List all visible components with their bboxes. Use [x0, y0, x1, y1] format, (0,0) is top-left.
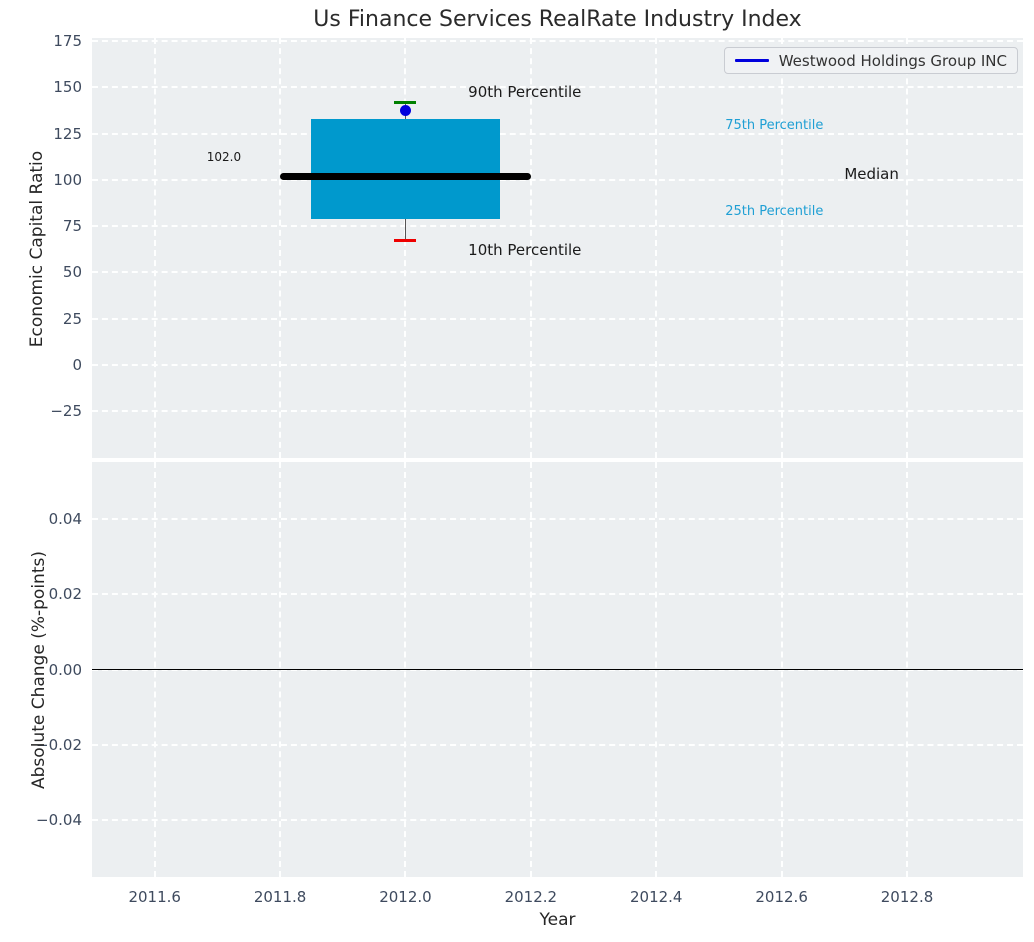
gridline-horizontal [92, 178, 1023, 181]
gridline-horizontal [92, 518, 1023, 521]
y-tick-label: 0.02 [48, 585, 82, 604]
annotation-median-value: 102.0 [206, 149, 242, 164]
y-tick-label: 100 [53, 170, 82, 189]
gridline-horizontal [92, 410, 1023, 413]
y-tick-label: −0.04 [36, 810, 82, 829]
gridline-horizontal [92, 743, 1023, 746]
legend: Westwood Holdings Group INC [723, 47, 1018, 74]
x-tick-label: 2012.8 [880, 888, 934, 906]
y-tick-label: 0.00 [48, 660, 82, 679]
x-tick-label: 2012.0 [379, 888, 432, 906]
gridline-vertical [906, 38, 909, 458]
gridline-horizontal [92, 818, 1023, 821]
legend-label: Westwood Holdings Group INC [778, 51, 1007, 70]
y-tick-label: 75 [62, 217, 82, 236]
y-tick-label: 25 [62, 309, 82, 328]
y-tick-label: −0.02 [36, 735, 82, 754]
gridline-horizontal [92, 593, 1023, 596]
company-data-point [399, 104, 411, 116]
percentile-box [311, 118, 500, 219]
annotation-75th-percentile: 75th Percentile [725, 117, 824, 133]
p90-cap [394, 100, 417, 104]
y-axis-label-top: Economic Capital Ratio [27, 150, 47, 348]
y-tick-label: −25 [50, 402, 82, 421]
axes-bottom: 0.04 0.02 0.00 −0.02 −0.04 2011.6 2011.8 2012.0… [36, 462, 1023, 906]
x-tick-label: 2011.8 [253, 888, 307, 906]
median-line [280, 172, 531, 180]
legend-line-sample [734, 59, 769, 62]
x-tick-label: 2011.6 [128, 888, 181, 906]
p10-cap [394, 239, 417, 243]
gridline-vertical [153, 38, 156, 458]
gridline-horizontal [92, 317, 1023, 320]
y-tick-label: 0 [72, 355, 82, 374]
annotation-10th-percentile: 10th Percentile [468, 240, 582, 259]
gridline-horizontal [92, 271, 1023, 274]
gridline-horizontal [92, 132, 1023, 135]
axes-top: Westwood Holdings Group INC 175 150 125 100… [50, 32, 1023, 458]
axes-bottom-plot-area [92, 462, 1023, 877]
gridline-vertical [404, 38, 407, 458]
annotation-90th-percentile: 90th Percentile [468, 82, 582, 101]
gridline-horizontal [92, 225, 1023, 228]
gridline-vertical [279, 38, 282, 458]
axes-top-plot-area [92, 38, 1023, 458]
y-axis-label-bottom: Absolute Change (%-points) [29, 551, 49, 789]
gridline-vertical [529, 38, 532, 458]
chart-title: Us Finance Services RealRate Industry In… [313, 7, 802, 32]
y-tick-label: 150 [53, 78, 82, 97]
x-tick-label: 2012.6 [755, 888, 808, 906]
x-axis-label: Year [539, 910, 576, 930]
annotation-25th-percentile: 25th Percentile [725, 204, 824, 219]
x-tick-label: 2012.2 [504, 888, 558, 906]
gridline-horizontal [92, 86, 1023, 89]
gridline-horizontal [92, 40, 1023, 43]
y-tick-label: 175 [53, 32, 82, 51]
y-tick-label: 125 [53, 124, 82, 143]
x-tick-label: 2012.4 [629, 888, 683, 906]
gridline-horizontal [92, 363, 1023, 366]
y-tick-label: 50 [62, 263, 82, 282]
zero-line [92, 668, 1023, 671]
y-tick-label: 0.04 [48, 510, 82, 529]
gridline-vertical [655, 38, 658, 458]
annotation-median: Median [844, 164, 899, 183]
gridline-vertical [780, 38, 783, 458]
